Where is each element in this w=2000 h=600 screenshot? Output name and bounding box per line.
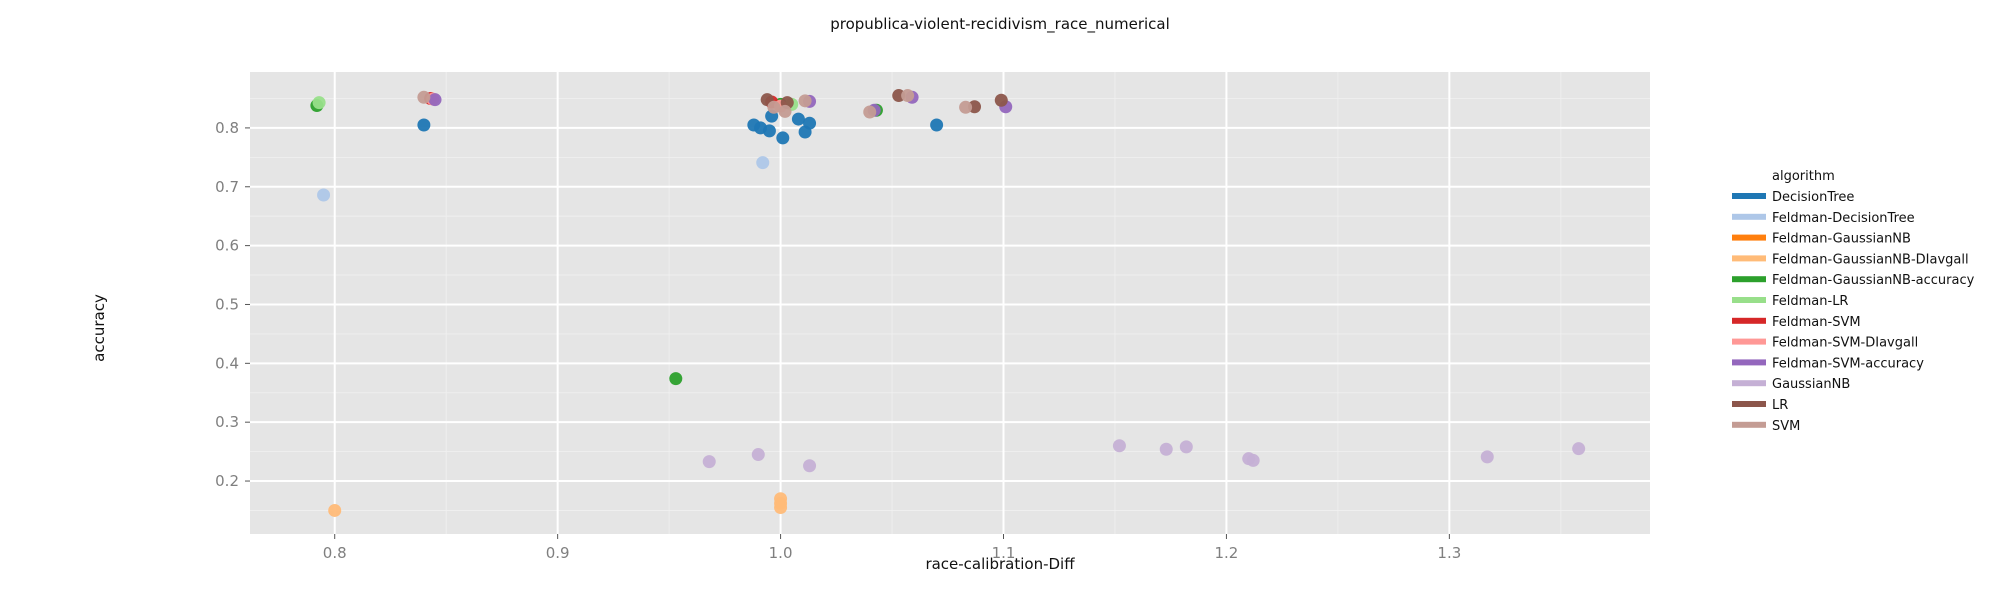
data-point [791, 112, 805, 126]
data-point [803, 116, 817, 130]
y-tick-label: 0.6 [215, 237, 239, 255]
data-point [863, 105, 877, 119]
data-point [417, 118, 431, 132]
data-point [1112, 439, 1126, 453]
legend-label: Feldman-SVM [1772, 315, 1861, 330]
legend-swatch [1732, 359, 1766, 366]
legend-label: Feldman-SVM-accuracy [1772, 356, 1924, 371]
legend-label: Feldman-DecisionTree [1772, 211, 1915, 226]
legend-label: Feldman-SVM-DIavgall [1772, 336, 1918, 351]
legend-swatch [1732, 234, 1766, 241]
chart-title: propublica-violent-recidivism_race_numer… [830, 15, 1170, 34]
x-tick-label: 0.9 [546, 544, 570, 562]
data-point [798, 94, 812, 108]
legend-label: Feldman-LR [1772, 294, 1848, 309]
x-axis-label: race-calibration-Diff [925, 555, 1075, 573]
data-point [328, 503, 342, 517]
grid [250, 72, 1650, 534]
y-tick-label: 0.2 [215, 472, 239, 490]
data-point [778, 104, 792, 118]
data-point [1179, 440, 1193, 454]
plot-background [250, 72, 1650, 534]
x-tick-label: 1.3 [1437, 544, 1461, 562]
legend-label: Feldman-GaussianNB-accuracy [1772, 273, 1975, 288]
data-point [803, 459, 817, 473]
data-point [317, 188, 331, 202]
data-point [702, 455, 716, 469]
legend-swatch [1732, 421, 1766, 428]
legend-label: SVM [1772, 419, 1800, 434]
data-points [310, 89, 1586, 517]
legend: algorithm DecisionTree Feldman-DecisionTr… [1732, 169, 1975, 434]
legend-swatch [1732, 338, 1766, 345]
data-point [892, 89, 906, 103]
legend-label: Feldman-GaussianNB-DIavgall [1772, 252, 1969, 267]
x-axis-ticks: 0.8 0.9 1.0 1.1 1.2 1.3 [323, 534, 1461, 562]
data-point [1480, 450, 1494, 464]
data-point [417, 90, 431, 104]
data-point [930, 118, 944, 132]
data-point [776, 131, 790, 145]
y-tick-label: 0.4 [215, 354, 239, 372]
y-tick-label: 0.8 [215, 119, 239, 137]
legend-swatch [1732, 317, 1766, 324]
legend-swatch [1732, 213, 1766, 220]
legend-label: DecisionTree [1772, 190, 1854, 205]
data-point [1159, 442, 1173, 456]
data-point [959, 100, 973, 114]
data-point [762, 124, 776, 138]
legend-swatch [1732, 380, 1766, 387]
data-point [756, 156, 770, 170]
legend-label: Feldman-GaussianNB [1772, 232, 1911, 247]
x-tick-label: 1.1 [992, 544, 1016, 562]
data-point [1246, 453, 1260, 467]
y-tick-label: 0.7 [215, 178, 239, 196]
legend-swatch [1732, 193, 1766, 199]
legend-swatch [1732, 255, 1766, 262]
y-tick-label: 0.3 [215, 413, 239, 431]
data-point [994, 93, 1008, 107]
legend-swatch [1732, 297, 1766, 303]
data-point [767, 100, 781, 114]
x-tick-label: 0.8 [323, 544, 347, 562]
data-point [774, 501, 788, 515]
legend-swatch [1732, 276, 1766, 283]
legend-title: algorithm [1772, 169, 1835, 184]
data-point [751, 448, 765, 462]
x-tick-label: 1.0 [769, 544, 793, 562]
data-point [901, 89, 915, 103]
y-tick-label: 0.5 [215, 295, 239, 313]
data-point [312, 96, 326, 110]
data-point [428, 93, 442, 107]
legend-label: GaussianNB [1772, 377, 1850, 392]
legend-swatch [1732, 401, 1766, 407]
data-point [669, 372, 683, 386]
data-point [1572, 442, 1586, 456]
y-axis-label: accuracy [90, 294, 108, 362]
y-axis-ticks: 0.2 0.3 0.4 0.5 0.6 0.7 0.8 [215, 119, 250, 490]
x-tick-label: 1.2 [1215, 544, 1239, 562]
legend-label: LR [1772, 398, 1788, 413]
